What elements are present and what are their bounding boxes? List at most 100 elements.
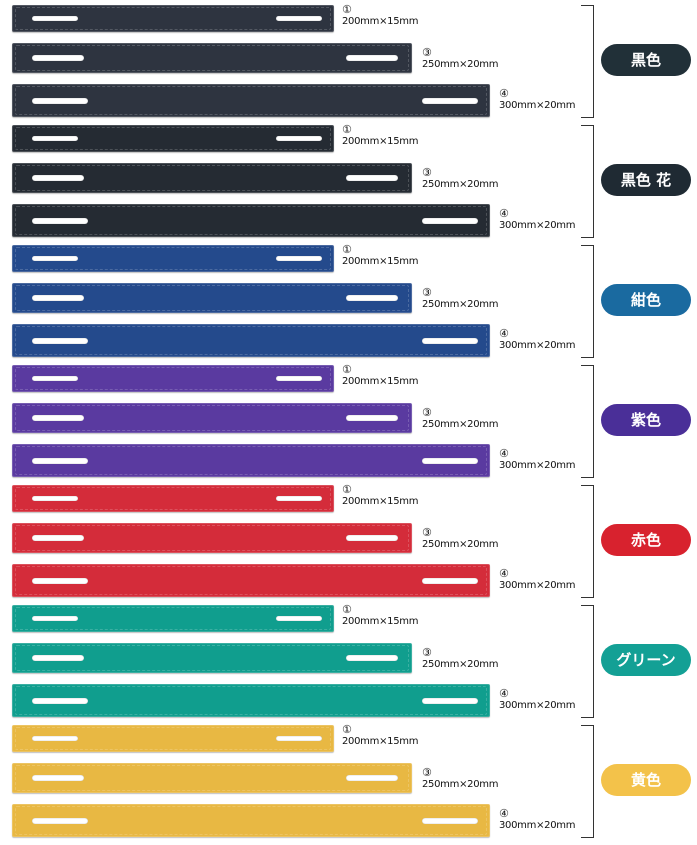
strap-slot-left (32, 256, 78, 261)
group-bracket (581, 365, 594, 478)
color-group: ① 200mm×15mm ③ 250mm×20mm ④ 300mm×20mm 紫色 (0, 360, 697, 480)
strap-size-label: ③ 250mm×20mm (422, 407, 498, 431)
strap-slot-right (276, 616, 322, 621)
strap-number: ① (342, 723, 352, 736)
color-name-badge: 黒色 花 (601, 164, 691, 196)
strap-image (12, 245, 334, 272)
strap-slot-left (32, 175, 84, 181)
strap-size-label: ④ 300mm×20mm (499, 568, 575, 592)
strap-number: ① (342, 483, 352, 496)
strap-number: ③ (422, 406, 432, 419)
color-name-badge: 紺色 (601, 284, 691, 316)
strap-slot-right (276, 136, 322, 141)
strap-image (12, 84, 490, 117)
strap-slot-right (276, 376, 322, 381)
strap-slot-left (32, 655, 84, 661)
strap-image (12, 804, 490, 837)
strap-dimensions: 300mm×20mm (499, 340, 576, 351)
strap-number: ④ (499, 87, 509, 100)
strap-number: ④ (499, 687, 509, 700)
strap-slot-left (32, 616, 78, 621)
strap-number: ① (342, 3, 352, 16)
strap-slot-right (422, 457, 478, 464)
color-group: ① 200mm×15mm ③ 250mm×20mm ④ 300mm×20mm 黒色 (0, 0, 697, 120)
strap-slot-left (32, 457, 88, 464)
color-name-badge: 黄色 (601, 764, 691, 796)
strap-dimensions: 200mm×15mm (342, 376, 419, 387)
strap-number: ③ (422, 526, 432, 539)
strap-dimensions: 300mm×20mm (499, 700, 576, 711)
strap-number: ④ (499, 207, 509, 220)
strap-number: ① (342, 603, 352, 616)
strap-slot-left (32, 376, 78, 381)
strap-size-label: ④ 300mm×20mm (499, 88, 575, 112)
strap-slot-left (32, 697, 88, 704)
strap-slot-right (276, 736, 322, 741)
strap-size-label: ④ 300mm×20mm (499, 328, 575, 352)
strap-slot-left (32, 577, 88, 584)
strap-slot-right (276, 496, 322, 501)
strap-slot-right (346, 535, 398, 541)
strap-dimensions: 250mm×20mm (422, 299, 499, 310)
strap-image (12, 324, 490, 357)
strap-slot-right (346, 775, 398, 781)
strap-image (12, 125, 334, 152)
color-group: ① 200mm×15mm ③ 250mm×20mm ④ 300mm×20mm 黒色 花 (0, 120, 697, 240)
strap-size-label: ① 200mm×15mm (342, 124, 418, 148)
strap-size-label: ① 200mm×15mm (342, 364, 418, 388)
strap-slot-right (346, 55, 398, 61)
strap-slot-left (32, 55, 84, 61)
strap-dimensions: 300mm×20mm (499, 460, 576, 471)
strap-dimensions: 300mm×20mm (499, 820, 576, 831)
strap-slot-left (32, 16, 78, 21)
strap-number: ③ (422, 46, 432, 59)
strap-slot-left (32, 817, 88, 824)
strap-image (12, 5, 334, 32)
strap-number: ④ (499, 447, 509, 460)
strap-image (12, 365, 334, 392)
strap-number: ④ (499, 327, 509, 340)
strap-size-label: ① 200mm×15mm (342, 244, 418, 268)
strap-size-label: ③ 250mm×20mm (422, 767, 498, 791)
strap-dimensions: 300mm×20mm (499, 220, 576, 231)
strap-dimensions: 200mm×15mm (342, 136, 419, 147)
strap-image (12, 643, 412, 673)
strap-slot-right (276, 16, 322, 21)
strap-image (12, 444, 490, 477)
strap-size-label: ① 200mm×15mm (342, 724, 418, 748)
strap-image (12, 605, 334, 632)
strap-slot-left (32, 736, 78, 741)
strap-size-label: ④ 300mm×20mm (499, 808, 575, 832)
strap-slot-right (346, 295, 398, 301)
group-bracket (581, 125, 594, 238)
strap-dimensions: 200mm×15mm (342, 736, 419, 747)
strap-image (12, 403, 412, 433)
color-name-badge: 赤色 (601, 524, 691, 556)
strap-slot-left (32, 217, 88, 224)
color-group: ① 200mm×15mm ③ 250mm×20mm ④ 300mm×20mm グリーン (0, 600, 697, 720)
strap-slot-left (32, 775, 84, 781)
strap-dimensions: 300mm×20mm (499, 580, 576, 591)
strap-dimensions: 250mm×20mm (422, 659, 499, 670)
strap-size-label: ① 200mm×15mm (342, 604, 418, 628)
strap-image (12, 485, 334, 512)
strap-size-label: ④ 300mm×20mm (499, 688, 575, 712)
strap-size-label: ③ 250mm×20mm (422, 167, 498, 191)
strap-dimensions: 250mm×20mm (422, 779, 499, 790)
strap-number: ③ (422, 766, 432, 779)
strap-number: ① (342, 363, 352, 376)
strap-slot-left (32, 535, 84, 541)
strap-number: ③ (422, 166, 432, 179)
strap-slot-right (346, 415, 398, 421)
strap-slot-right (346, 655, 398, 661)
strap-image (12, 725, 334, 752)
color-name-badge: 紫色 (601, 404, 691, 436)
strap-image (12, 684, 490, 717)
strap-size-label: ④ 300mm×20mm (499, 448, 575, 472)
strap-dimensions: 300mm×20mm (499, 100, 576, 111)
strap-image (12, 163, 412, 193)
strap-image (12, 523, 412, 553)
strap-slot-right (276, 256, 322, 261)
group-bracket (581, 485, 594, 598)
group-bracket (581, 245, 594, 358)
